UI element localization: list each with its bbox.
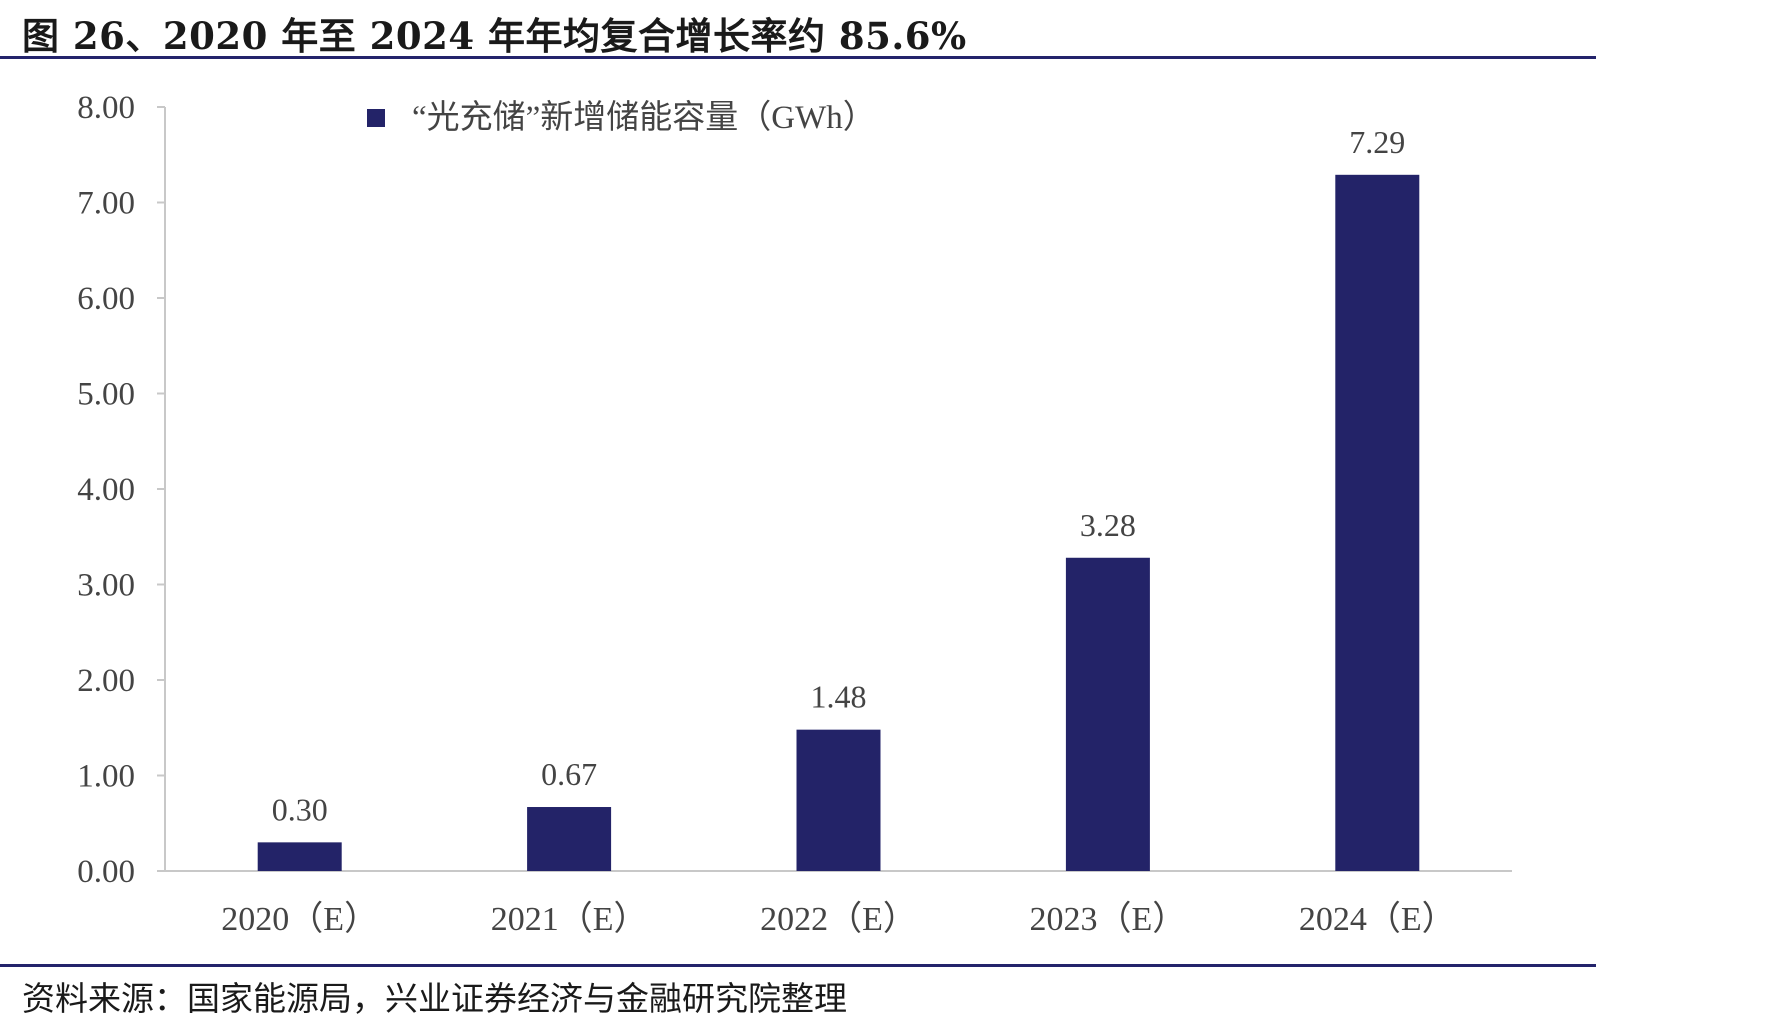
data-label: 3.28 [1080, 507, 1136, 543]
bar-chart: 0.00 1.00 2.00 3.00 4.00 5.00 6.00 7.00 8.00 0.3… [77, 90, 1512, 938]
bar [796, 729, 881, 871]
x-tick-label: 2022（E） [760, 900, 917, 938]
bar [257, 842, 342, 871]
top-rule [0, 56, 1596, 59]
chart-axes: 0.00 1.00 2.00 3.00 4.00 5.00 6.00 7.00 8.00 [77, 90, 1512, 890]
chart-legend: “光充储”新增储能容量（GWh） [367, 99, 876, 136]
y-tick-label: 8.00 [77, 90, 135, 126]
bar [1335, 174, 1420, 871]
bar [1065, 557, 1150, 871]
chart-bars: 0.30 2020（E） 0.67 2021（E） 1.48 2022（E） 3.28 202… [221, 124, 1455, 938]
source-note: 资料来源：国家能源局，兴业证券经济与金融研究院整理 [22, 979, 847, 1018]
legend-swatch [367, 109, 385, 127]
bottom-rule [0, 964, 1596, 967]
x-tick-label: 2023（E） [1030, 900, 1187, 938]
data-label: 1.48 [811, 679, 867, 715]
bar [527, 807, 612, 871]
x-tick-label: 2021（E） [491, 900, 648, 938]
y-tick-label: 5.00 [77, 377, 135, 413]
x-tick-label: 2024（E） [1299, 900, 1456, 938]
legend-label: “光充储”新增储能容量（GWh） [412, 99, 876, 136]
y-tick-label: 0.00 [77, 854, 135, 890]
y-tick-label: 7.00 [77, 186, 135, 222]
y-tick-label: 6.00 [77, 281, 135, 317]
data-label: 0.30 [272, 791, 328, 827]
y-tick-label: 1.00 [77, 759, 135, 795]
x-tick-label: 2020（E） [221, 900, 378, 938]
y-tick-label: 2.00 [77, 663, 135, 699]
y-tick-label: 4.00 [77, 472, 135, 508]
y-tick-label: 3.00 [77, 568, 135, 604]
data-label: 0.67 [541, 756, 597, 792]
figure-title: 图 26、2020 年至 2024 年年均复合增长率约 85.6% [22, 14, 967, 58]
data-label: 7.29 [1349, 124, 1405, 160]
